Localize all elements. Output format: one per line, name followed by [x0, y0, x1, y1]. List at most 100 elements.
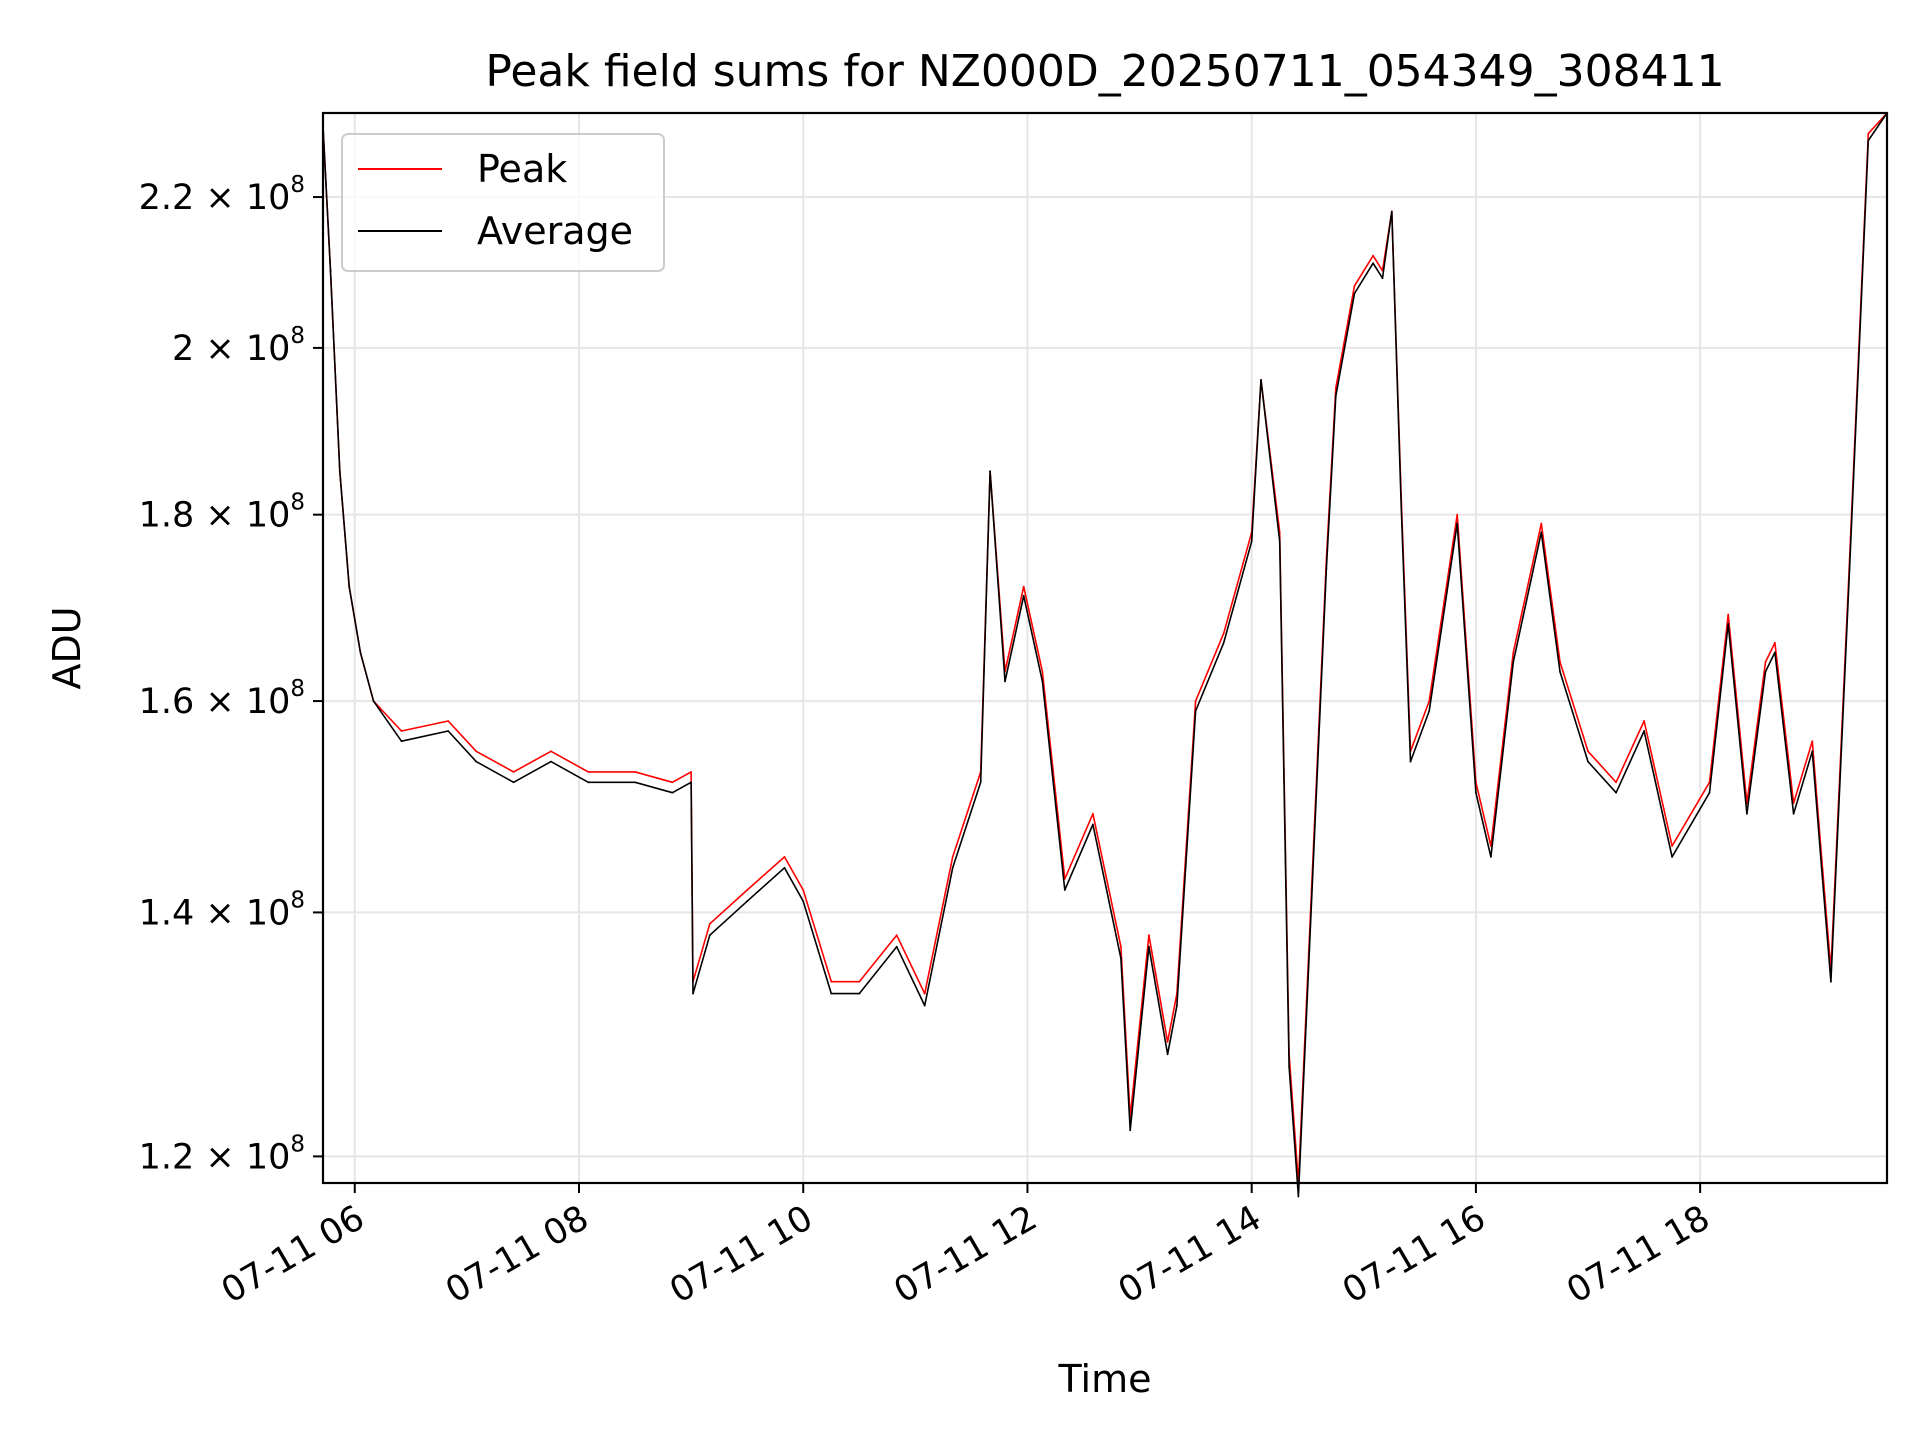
point-peak-67 — [1774, 641, 1776, 644]
point-peak-60 — [1615, 781, 1617, 784]
point-average-31 — [1092, 823, 1094, 826]
point-average-6 — [400, 740, 403, 743]
y-tick-label-0: 1.2 × 108 — [139, 1131, 305, 1177]
point-average-2 — [338, 470, 341, 473]
point-average-22 — [895, 945, 898, 948]
grid-lines — [323, 113, 1887, 1183]
plot-frame — [321, 111, 1889, 1185]
point-average-53 — [1456, 522, 1459, 525]
point-average-54 — [1475, 791, 1477, 794]
point-average-65 — [1746, 812, 1748, 815]
point-average-20 — [830, 992, 833, 995]
chart-title: Peak field sums for NZ000D_20250711_0543… — [485, 46, 1724, 97]
y-tick-label-3: 1.8 × 108 — [139, 490, 305, 536]
point-peak-53 — [1456, 513, 1459, 516]
y-tick-label-4: 2 × 108 — [172, 323, 305, 369]
point-peak-14 — [690, 771, 692, 773]
y-tick-label-5: 2.2 × 108 — [139, 172, 305, 218]
y-tick-label-1: 1.4 × 108 — [139, 887, 305, 933]
point-average-51 — [1409, 760, 1412, 763]
y-axis-label: ADU — [45, 606, 89, 689]
point-peak-21 — [858, 980, 861, 983]
point-average-41 — [1278, 540, 1281, 543]
point-peak-73 — [1867, 132, 1870, 135]
point-peak-37 — [1194, 700, 1197, 702]
point-average-23 — [923, 1004, 926, 1007]
point-average-11 — [587, 781, 590, 784]
point-average-39 — [1250, 540, 1253, 543]
point-peak-29 — [1041, 670, 1044, 673]
point-average-69 — [1811, 750, 1814, 753]
point-peak-69 — [1811, 740, 1814, 743]
point-average-45 — [1334, 395, 1337, 397]
point-average-10 — [550, 760, 552, 763]
point-average-25 — [979, 781, 982, 784]
series-lines — [322, 112, 1888, 1198]
point-average-26 — [989, 470, 991, 473]
point-average-12 — [634, 781, 636, 784]
point-average-43 — [1297, 1195, 1300, 1198]
point-average-5 — [372, 700, 375, 702]
y-tick-label-2: 1.6 × 108 — [139, 676, 305, 722]
point-peak-31 — [1092, 812, 1094, 815]
point-average-4 — [359, 651, 362, 654]
point-peak-11 — [587, 771, 590, 773]
point-average-29 — [1041, 680, 1044, 683]
point-average-15 — [692, 992, 694, 995]
point-average-50 — [1400, 505, 1403, 507]
point-average-18 — [783, 866, 786, 869]
point-peak-10 — [550, 750, 552, 753]
point-average-33 — [1129, 1129, 1132, 1132]
point-average-35 — [1166, 1053, 1169, 1056]
point-average-59 — [1587, 760, 1589, 763]
point-average-32 — [1120, 957, 1122, 960]
legend-label-peak: Peak — [477, 147, 567, 191]
point-average-63 — [1708, 791, 1711, 794]
point-peak-22 — [895, 934, 898, 937]
point-average-34 — [1148, 945, 1150, 948]
point-average-56 — [1512, 661, 1515, 663]
point-peak-23 — [923, 992, 926, 995]
point-average-42 — [1288, 1065, 1290, 1068]
point-average-3 — [348, 585, 351, 588]
point-average-27 — [1004, 680, 1006, 683]
point-average-71 — [1830, 980, 1832, 983]
point-average-61 — [1643, 730, 1645, 732]
point-average-72 — [1848, 567, 1851, 570]
x-axis-label: Time — [1058, 1357, 1152, 1401]
point-average-16 — [708, 934, 711, 937]
point-average-68 — [1792, 812, 1795, 815]
legend: Peak Average — [341, 133, 665, 272]
point-average-48 — [1381, 277, 1384, 280]
series-average — [322, 112, 1888, 1198]
point-average-73 — [1867, 139, 1870, 142]
point-peak-32 — [1120, 945, 1122, 948]
point-peak-28 — [1022, 585, 1025, 588]
point-average-36 — [1176, 1004, 1178, 1007]
point-peak-64 — [1727, 613, 1730, 616]
point-average-58 — [1559, 670, 1561, 673]
point-average-30 — [1063, 889, 1066, 891]
point-average-38 — [1222, 641, 1225, 644]
point-peak-45 — [1334, 387, 1337, 389]
point-average-70 — [1820, 866, 1823, 869]
point-peak-6 — [400, 730, 403, 732]
point-average-49 — [1390, 210, 1393, 213]
point-peak-35 — [1166, 1041, 1169, 1043]
point-average-66 — [1764, 670, 1767, 673]
point-peak-19 — [802, 889, 805, 891]
point-average-52 — [1428, 710, 1431, 712]
point-average-55 — [1490, 856, 1492, 858]
point-peak-13 — [671, 781, 674, 784]
legend-label-average: Average — [477, 209, 633, 253]
point-average-21 — [858, 992, 861, 995]
point-average-9 — [512, 781, 515, 784]
point-peak-20 — [830, 980, 833, 983]
point-peak-61 — [1643, 720, 1645, 722]
point-average-28 — [1022, 594, 1025, 597]
point-peak-62 — [1671, 845, 1673, 847]
point-peak-52 — [1428, 700, 1431, 702]
point-average-44 — [1325, 567, 1328, 570]
point-average-60 — [1615, 791, 1617, 794]
